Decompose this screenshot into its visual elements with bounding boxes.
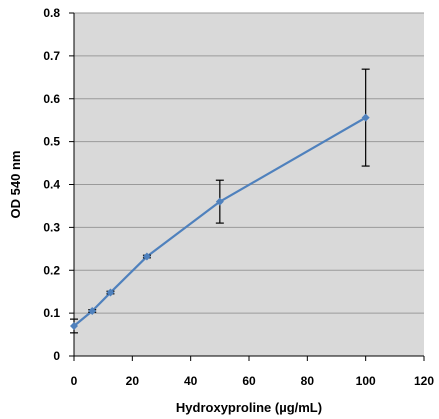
- data-point: [88, 306, 97, 315]
- y-tick-label: 0: [53, 349, 60, 363]
- y-tick-label: 0.1: [43, 306, 60, 320]
- data-point: [106, 288, 115, 297]
- tick-labels: 0 0.1 0.2 0.3 0.4 0.5 0.6 0.7 0.8 0 20 40 60 80 100 120: [43, 6, 434, 388]
- x-tick-label: 60: [242, 374, 256, 388]
- data-point: [361, 113, 370, 122]
- y-axis-title: OD 540 nm: [8, 151, 23, 219]
- data-point: [70, 321, 78, 330]
- y-tick-label: 0.5: [43, 135, 60, 149]
- x-tick-label: 20: [126, 374, 140, 388]
- axes: [69, 12, 425, 361]
- x-tick-label: 40: [184, 374, 198, 388]
- series-layer: [70, 68, 370, 334]
- data-point: [215, 197, 224, 206]
- x-tick-label: 0: [71, 374, 78, 388]
- data-point: [142, 252, 151, 261]
- y-tick-label: 0.2: [43, 263, 60, 277]
- y-tick-label: 0.4: [43, 178, 60, 192]
- x-tick-label: 80: [301, 374, 315, 388]
- y-tick-label: 0.6: [43, 92, 60, 106]
- x-tick-label: 120: [414, 374, 434, 388]
- y-tick-label: 0.7: [43, 49, 60, 63]
- series-line: [73, 116, 367, 327]
- y-tick-label: 0.8: [43, 6, 60, 20]
- y-tick-label: 0.3: [43, 220, 60, 234]
- x-axis-title: Hydroxyproline (µg/mL): [176, 400, 322, 415]
- x-tick-label: 100: [356, 374, 376, 388]
